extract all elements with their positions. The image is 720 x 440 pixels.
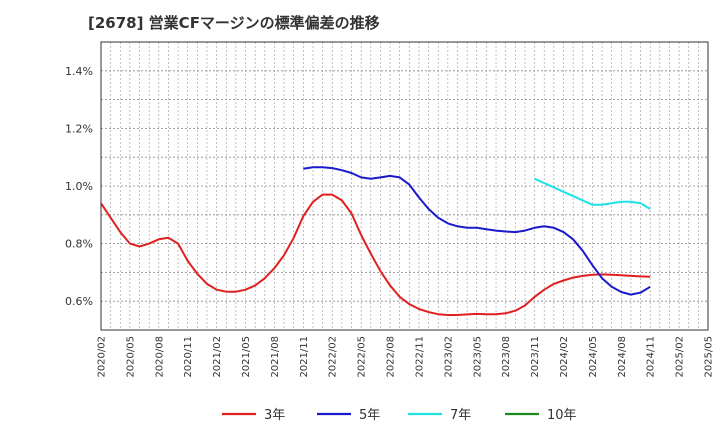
series-lines — [100, 166, 651, 316]
x-tick-label: 2022/05 — [357, 336, 368, 378]
y-tick-label: 0.8% — [65, 238, 93, 251]
x-tick-label: 2021/08 — [270, 336, 281, 378]
series-line — [534, 177, 651, 210]
x-tick-label: 2023/05 — [472, 336, 483, 378]
x-tick-label: 2020/08 — [154, 336, 165, 378]
grid-lines — [101, 42, 708, 330]
x-tick-label: 2025/02 — [675, 336, 686, 378]
x-tick-label: 2021/05 — [241, 336, 252, 378]
legend: 3年 5年 7年 10年 — [222, 408, 577, 423]
legend-label: 10年 — [547, 408, 577, 423]
x-tick-label: 2023/02 — [443, 336, 454, 378]
legend-label: 7年 — [450, 408, 471, 423]
plot-background — [101, 42, 708, 330]
y-tick-label: 1.2% — [65, 122, 93, 135]
x-tick-label: 2024/02 — [559, 336, 570, 378]
x-tick-label: 2024/11 — [646, 336, 657, 378]
x-tick-label: 2022/02 — [328, 336, 339, 378]
x-tick-label: 2025/05 — [704, 336, 715, 378]
x-tick-label: 2020/02 — [97, 336, 108, 378]
x-tick-label: 2024/05 — [588, 336, 599, 378]
x-tick-label: 2023/08 — [501, 336, 512, 378]
plot-frame — [100, 41, 709, 331]
x-axis-ticks: 2020/02 2020/05 2020/08 2020/11 2021/02 2021/… — [97, 336, 715, 378]
legend-label: 3年 — [264, 408, 285, 423]
x-tick-label: 2020/05 — [125, 336, 136, 378]
x-tick-label: 2021/02 — [212, 336, 223, 378]
y-tick-label: 1.0% — [65, 180, 93, 193]
x-tick-label: 2020/11 — [183, 336, 194, 378]
x-tick-label: 2024/08 — [617, 336, 628, 378]
y-axis-ticks: 0.6% 0.8% 1.0% 1.2% 1.4% — [65, 65, 93, 308]
chart-title: [2678] 営業CFマージンの標準偏差の推移 — [88, 14, 380, 32]
x-tick-label: 2023/11 — [530, 336, 541, 378]
x-tick-label: 2021/11 — [299, 336, 310, 378]
x-tick-label: 2022/08 — [386, 336, 397, 378]
series-line — [303, 166, 651, 296]
y-tick-label: 1.4% — [65, 65, 93, 78]
x-tick-label: 2022/11 — [414, 336, 425, 378]
legend-label: 5年 — [359, 408, 380, 423]
y-tick-label: 0.6% — [65, 295, 93, 308]
series-line — [100, 193, 651, 316]
